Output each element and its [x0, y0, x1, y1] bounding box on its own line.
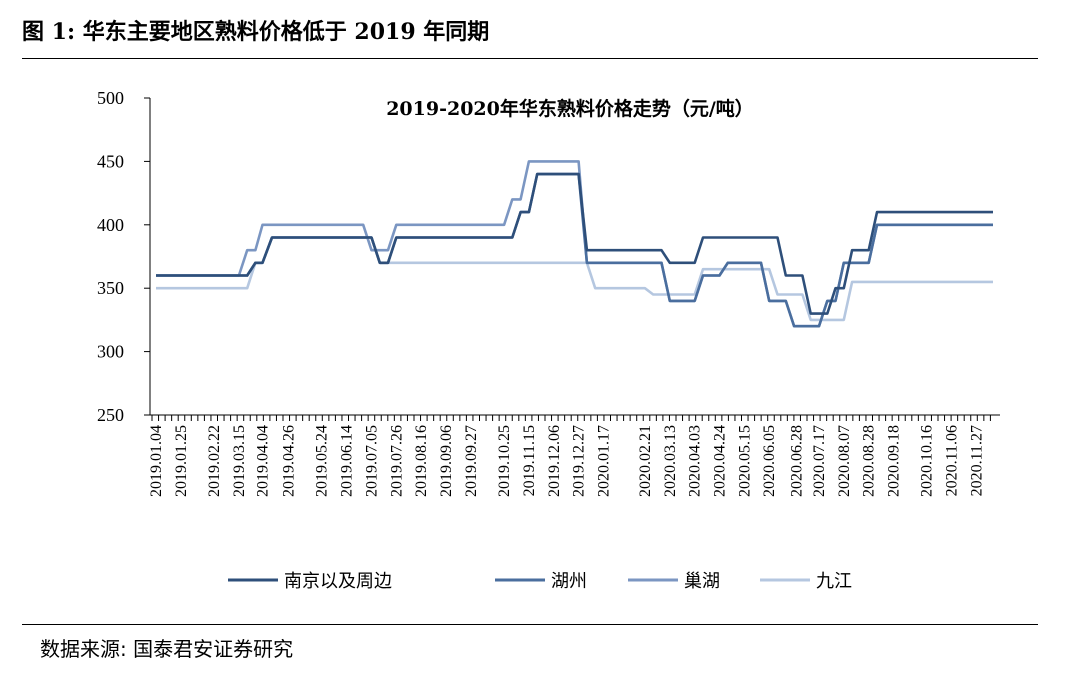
figure-title: 图 1: 华东主要地区熟料价格低于 2019 年同期	[22, 19, 490, 45]
chart-legend: 南京以及周边 湖州 巢湖 九江	[228, 571, 852, 592]
x-tick-label: 2020.11.27	[968, 425, 985, 496]
y-tick-label: 300	[97, 342, 124, 362]
legend-label: 南京以及周边	[284, 571, 392, 592]
x-tick-label: 2020.05.15	[736, 425, 753, 497]
y-tick-label: 450	[97, 151, 124, 171]
x-tick-label: 2020.08.28	[861, 425, 878, 497]
x-tick-label: 2020.02.21	[637, 425, 654, 497]
x-tick-label: 2020.01.17	[596, 425, 613, 497]
x-tick-label: 2019.02.22	[206, 425, 223, 497]
y-tick-group: 250 300 350 400 450 500	[97, 88, 150, 425]
x-tick-label: 2020.06.05	[761, 425, 778, 497]
y-tick-label: 250	[97, 405, 124, 425]
x-tick-label: 2019.01.25	[173, 425, 190, 497]
x-tick-label: 2019.09.27	[463, 425, 480, 497]
legend-label: 九江	[816, 571, 852, 592]
x-tick-label: 2020.08.07	[836, 425, 853, 497]
y-tick-label: 500	[97, 88, 124, 108]
y-tick-label: 400	[97, 215, 124, 235]
x-tick-label: 2019.01.04	[148, 425, 165, 497]
bottom-divider	[22, 624, 1038, 625]
x-tick-label: 2019.10.25	[496, 425, 513, 497]
series-lines	[156, 160, 993, 328]
chart-title: 2019-2020年华东熟料价格走势（元/吨）	[386, 97, 754, 120]
x-tick-label: 2019.04.04	[255, 425, 272, 497]
x-tick-group: 2019.01.04 2019.01.25 2019.02.22 2019.03.15…	[148, 415, 991, 497]
x-tick-label: 2020.09.18	[886, 425, 903, 497]
x-tick-label: 2019.07.26	[388, 425, 405, 497]
series-line	[156, 160, 993, 328]
top-divider	[22, 58, 1038, 59]
x-tick-label: 2019.08.16	[413, 425, 430, 497]
x-tick-label: 2019.07.05	[363, 425, 380, 497]
x-tick-label: 2019.03.15	[231, 425, 248, 497]
legend-label: 湖州	[551, 571, 587, 592]
x-tick-label: 2019.12.06	[546, 425, 563, 497]
x-tick-label: 2020.11.06	[944, 425, 961, 496]
x-tick-label: 2019.06.14	[339, 425, 356, 497]
y-tick-label: 350	[97, 278, 124, 298]
x-tick-label: 2020.04.24	[712, 425, 729, 497]
x-tick-label: 2020.07.17	[811, 425, 828, 497]
data-source-note: 数据来源: 国泰君安证券研究	[40, 637, 294, 661]
legend-label: 巢湖	[684, 571, 720, 592]
x-tick-label: 2019.04.26	[281, 425, 298, 497]
x-tick-label: 2020.03.13	[662, 425, 679, 497]
x-tick-label: 2020.04.03	[687, 425, 704, 497]
x-tick-label: 2019.11.15	[521, 425, 538, 496]
x-tick-label: 2020.10.16	[919, 425, 936, 497]
x-tick-label: 2020.06.28	[788, 425, 805, 497]
x-tick-label: 2019.12.27	[571, 425, 588, 497]
x-tick-label: 2019.09.06	[438, 425, 455, 497]
x-tick-label: 2019.05.24	[314, 425, 331, 497]
series-line	[156, 172, 993, 315]
